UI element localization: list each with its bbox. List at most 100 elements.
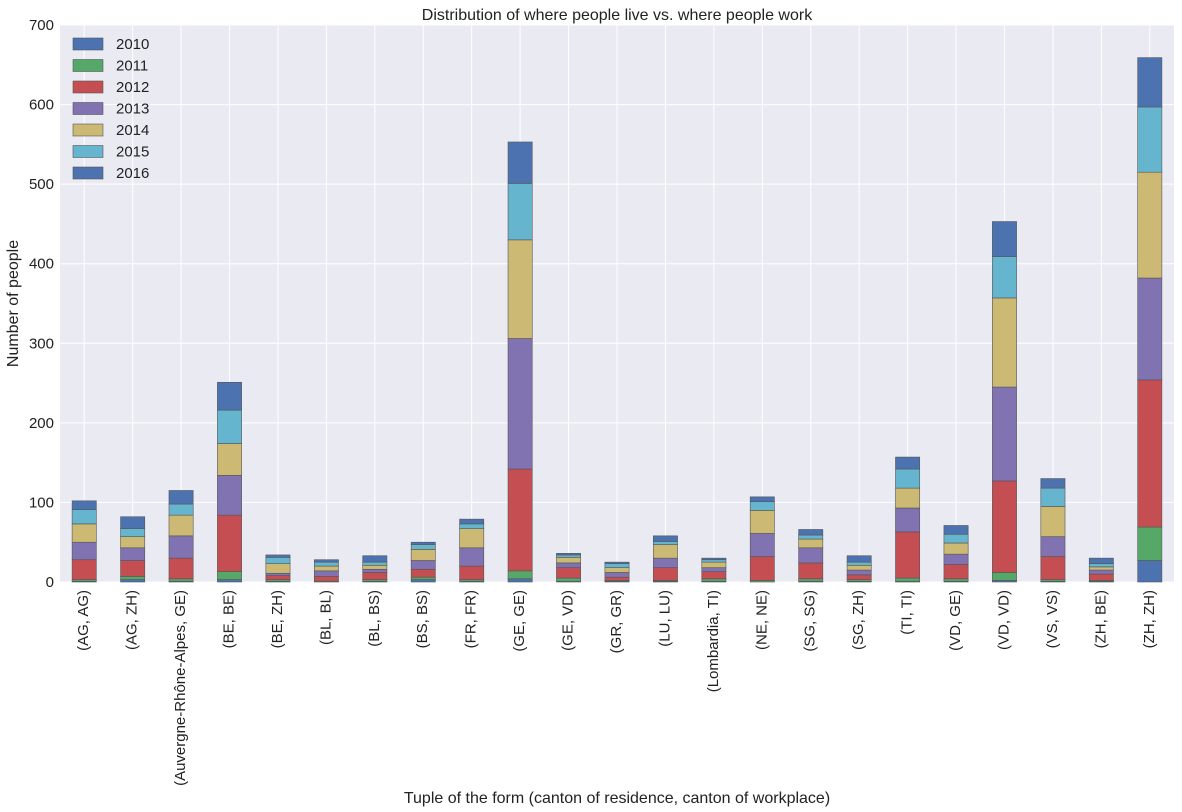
bar-segment-2016 [313, 559, 339, 563]
x-tick-label: (NE, NE) [753, 590, 770, 650]
bar-segment-2016 [1137, 57, 1163, 108]
x-tick-label: (SG, ZH) [850, 590, 867, 650]
bar-segment-2016 [556, 553, 581, 556]
bar-segment-2015 [798, 534, 824, 540]
legend-swatch [72, 59, 104, 72]
x-tick-label: (BS, BS) [414, 590, 431, 648]
bar-segment-2013 [604, 572, 630, 578]
bar-segment-2015 [120, 528, 146, 537]
bar-segment-2012 [410, 568, 436, 578]
bar-segment-2015 [168, 503, 194, 516]
bar-segment-2012 [1137, 379, 1163, 528]
bar-segment-2013 [217, 475, 242, 516]
y-tick-label: 500 [29, 176, 54, 193]
bar-segment-2011 [798, 578, 824, 582]
x-tick-label: (ZH, ZH) [1141, 590, 1158, 648]
bar-segment-2014 [362, 564, 388, 570]
bar-segment-2013 [507, 338, 533, 470]
bar-segment-2015 [895, 468, 921, 489]
bar-segment-2010 [120, 579, 146, 583]
bar-segment-2015 [943, 533, 969, 544]
bar-segment-2016 [362, 555, 388, 563]
bar-segment-2011 [507, 570, 533, 580]
y-tick-label: 100 [29, 494, 54, 511]
bar-segment-2012 [217, 514, 242, 572]
bar-segment-2014 [1088, 566, 1114, 571]
bar-segment-2010 [1137, 560, 1163, 583]
bar-segment-2014 [313, 565, 339, 572]
legend: 2010 2011 2012 2013 2014 2015 2016 [72, 36, 149, 182]
legend-label: 2015 [116, 144, 149, 161]
bar-segment-2012 [71, 559, 97, 580]
x-tick-label: (FR, FR) [463, 590, 480, 648]
legend-label: 2013 [116, 101, 149, 118]
x-tick-label: (SG, SG) [802, 590, 819, 652]
bar-segment-2014 [604, 567, 630, 573]
x-axis-ticks: (AG, AG) (AG, ZH) (Auvergne-Rhône-Alpes, G… [75, 590, 1158, 786]
legend-swatch [72, 37, 104, 51]
bar-segment-2012 [265, 575, 291, 580]
bar-segment-2013 [653, 557, 678, 568]
bar-segment-2013 [71, 541, 97, 561]
x-tick-label: (AG, AG) [75, 590, 92, 651]
x-tick-label: (BL, BS) [366, 590, 383, 647]
legend-swatch [72, 145, 104, 158]
bar-segment-2012 [943, 564, 969, 580]
bar-segment-2016 [895, 456, 921, 470]
bar-segment-2011 [120, 576, 146, 580]
x-tick-label: (Auvergne-Rhône-Alpes, GE) [172, 590, 189, 786]
bar-segment-2010 [410, 579, 436, 583]
bar-segment-2014 [798, 538, 824, 549]
legend-swatch [72, 102, 104, 115]
bar-segment-2014 [701, 561, 727, 568]
bar-segment-2012 [1088, 573, 1114, 581]
bar-segment-2014 [265, 563, 291, 574]
bar-segment-2012 [604, 576, 630, 581]
bar-segment-2011 [943, 578, 969, 582]
bar-segment-2016 [846, 555, 872, 563]
bar-segment-2013 [168, 535, 194, 559]
y-tick-label: 300 [29, 335, 54, 352]
bar-segment-2012 [362, 572, 388, 580]
bar-segment-2011 [556, 577, 581, 582]
bar-segment-2012 [120, 560, 146, 577]
bar-segment-2012 [168, 557, 194, 580]
bar-segment-2016 [459, 518, 485, 525]
bar-segment-2015 [1088, 563, 1114, 568]
y-tick-label: 0 [46, 574, 54, 591]
chart-title: Distribution of where people live vs. wh… [422, 7, 813, 24]
bar-segment-2012 [798, 562, 824, 580]
bar-segment-2012 [895, 531, 921, 579]
y-tick-label: 600 [29, 97, 54, 114]
x-tick-label: (VD, GE) [947, 590, 964, 651]
bar-segment-2013 [556, 562, 581, 568]
bar-segment-2015 [1137, 106, 1163, 173]
x-tick-label: (GR, GR) [608, 590, 625, 653]
y-tick-label: 700 [29, 17, 54, 34]
bar-segment-2015 [653, 541, 678, 545]
bar-segment-2016 [217, 381, 242, 411]
bar-segment-2013 [1088, 569, 1114, 575]
bar-segment-2015 [749, 501, 775, 511]
bar-segment-2013 [1137, 277, 1163, 381]
bar-segment-2013 [895, 507, 921, 533]
bar-segment-2016 [265, 554, 291, 558]
x-tick-label: (VD, VD) [995, 590, 1012, 650]
bar-segment-2013 [265, 572, 291, 576]
bar-segment-2016 [653, 535, 678, 542]
bar-segment-2013 [459, 547, 485, 567]
bar-segment-2015 [313, 561, 339, 567]
bar-segment-2011 [410, 576, 436, 580]
bar-segment-2012 [507, 468, 533, 572]
bar-segment-2013 [943, 553, 969, 565]
bar-segment-2014 [556, 557, 581, 564]
legend-swatch [72, 80, 104, 94]
y-axis-title: Number of people [5, 240, 22, 367]
bar-segment-2013 [120, 547, 146, 561]
bar-segment-2013 [362, 568, 388, 573]
y-tick-label: 200 [29, 415, 54, 432]
bar-segment-2010 [507, 578, 533, 583]
bar-segment-2015 [459, 523, 485, 529]
bar-segment-2016 [1088, 557, 1114, 564]
